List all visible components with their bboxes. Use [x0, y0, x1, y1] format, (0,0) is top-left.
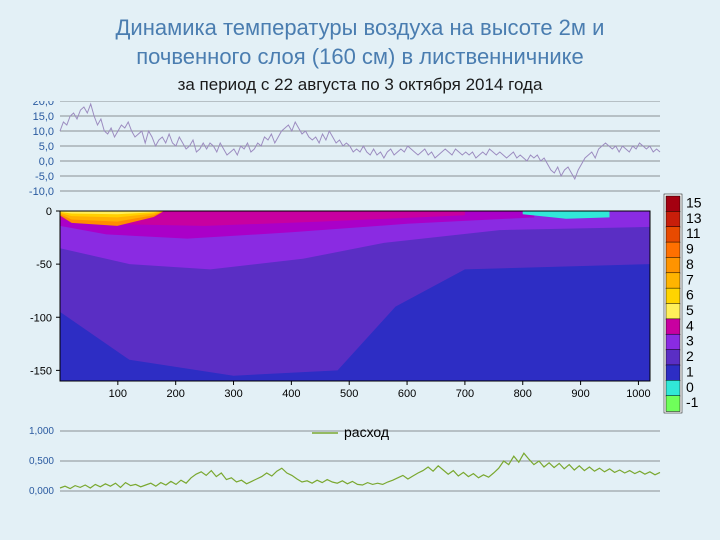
svg-text:600: 600 [398, 388, 416, 400]
svg-text:200: 200 [167, 388, 185, 400]
svg-text:9: 9 [686, 241, 694, 257]
svg-text:5: 5 [686, 302, 694, 318]
svg-text:8: 8 [686, 256, 694, 272]
svg-text:400: 400 [282, 388, 300, 400]
chart-svg: -10,0-5,00,05,010,015,020,00-50-100-1501… [10, 101, 710, 531]
svg-text:500: 500 [340, 388, 358, 400]
svg-text:100: 100 [109, 388, 127, 400]
svg-text:15: 15 [686, 195, 702, 211]
svg-text:900: 900 [571, 388, 589, 400]
svg-text:20,0: 20,0 [33, 101, 54, 108]
svg-text:-5,0: -5,0 [35, 171, 54, 183]
svg-text:5,0: 5,0 [39, 141, 54, 153]
svg-text:0,500: 0,500 [29, 456, 54, 467]
svg-text:700: 700 [456, 388, 474, 400]
svg-text:0: 0 [686, 379, 694, 395]
title-line-2: почвенного слоя (160 см) в лиственничник… [0, 43, 720, 72]
svg-text:0: 0 [46, 206, 52, 218]
svg-text:6: 6 [686, 287, 694, 303]
svg-text:-100: -100 [30, 312, 52, 324]
figure: -10,0-5,00,05,010,015,020,00-50-100-1501… [10, 101, 710, 531]
subtitle: за период с 22 августа по 3 октября 2014… [0, 75, 720, 95]
svg-text:расход: расход [344, 424, 389, 440]
title-block: Динамика температуры воздуха на высоте 2… [0, 0, 720, 95]
svg-text:15,0: 15,0 [33, 111, 54, 123]
svg-text:1: 1 [686, 364, 694, 380]
svg-text:0,0: 0,0 [39, 156, 54, 168]
svg-text:11: 11 [686, 225, 701, 241]
svg-text:13: 13 [686, 210, 702, 226]
svg-text:300: 300 [224, 388, 242, 400]
svg-text:-50: -50 [36, 259, 52, 271]
svg-text:1,000: 1,000 [29, 426, 54, 437]
svg-text:-150: -150 [30, 366, 52, 378]
svg-text:800: 800 [514, 388, 532, 400]
svg-text:1000: 1000 [626, 388, 650, 400]
title-line-1: Динамика температуры воздуха на высоте 2… [0, 14, 720, 43]
svg-text:4: 4 [686, 318, 694, 334]
svg-text:10,0: 10,0 [33, 126, 54, 138]
svg-text:7: 7 [686, 271, 694, 287]
svg-text:0,000: 0,000 [29, 486, 54, 497]
svg-text:3: 3 [686, 333, 694, 349]
svg-text:-1: -1 [686, 394, 699, 410]
svg-text:2: 2 [686, 348, 694, 364]
svg-text:-10,0: -10,0 [29, 186, 54, 198]
